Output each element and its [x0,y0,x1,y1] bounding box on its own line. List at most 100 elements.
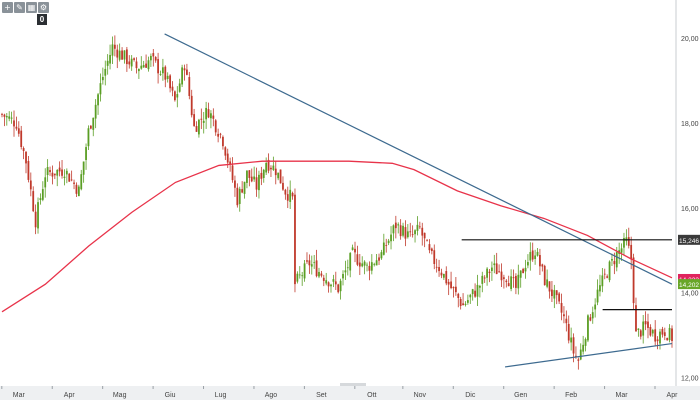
trendline [164,33,673,285]
candle-body [195,126,198,132]
x-tick-label: Dic [465,392,476,399]
candle-body [579,349,582,360]
candle-body [582,344,585,352]
candle-body [659,331,661,344]
candle-body [454,286,457,293]
candle-body [601,275,604,287]
candle-body [46,167,49,176]
settings-icon[interactable]: ⚙ [38,2,49,13]
candle-body [380,252,383,259]
candle-body [284,189,287,195]
candle-body [476,284,479,297]
candle-body [354,248,356,253]
candle-body [560,302,563,313]
candle-body [469,294,472,298]
candle-body [457,293,460,299]
candle-body [411,234,414,236]
trendline [504,342,673,368]
candle-body [109,54,111,64]
candle-body [178,83,181,92]
candle-body [543,265,546,286]
x-tick-label: Mar [13,392,26,399]
candle-body [207,109,210,118]
candle-body [623,238,625,248]
candle-body [428,244,431,251]
candle-body [282,182,284,190]
candle-body [205,107,208,120]
candle-body [486,268,488,278]
candle-body [356,254,359,265]
candle-body [421,227,424,236]
candle-body [409,231,412,233]
candle-body [87,128,90,147]
candle-body [272,165,275,170]
candle-body [274,168,277,176]
candle-body [53,173,56,176]
candle-body [368,265,371,271]
pencil-icon[interactable]: ✎ [14,2,25,13]
candle-body [94,104,97,119]
candle-body [298,274,301,276]
candle-body [656,339,659,342]
candle-body [378,257,380,261]
candle-body [587,315,589,341]
candle-body [123,50,126,60]
candle-body [3,114,6,117]
candle-body [493,263,496,266]
candle-body [193,114,196,126]
candle-body [260,172,263,179]
candle-body [121,50,123,60]
x-tick-label: Ago [265,392,278,399]
candle-body [37,202,39,229]
candle-body [236,187,239,206]
y-tick-label: 20,00 [681,36,699,43]
candle-body [502,277,505,279]
grid-icon[interactable]: ▦ [26,2,37,13]
candle-body [478,285,481,288]
candle-body [277,172,280,179]
x-tick-label: Gen [514,392,527,399]
candle-body [262,169,265,178]
candle-body [246,170,248,183]
candle-body [529,252,532,261]
candle-body [546,279,549,287]
candle-body [159,74,162,75]
candle-body [101,76,104,81]
candle-body [387,240,390,244]
candle-body [358,262,361,267]
candle-body [118,50,121,60]
candle-body [306,260,308,262]
candle-body [539,255,541,267]
candle-body [666,337,669,341]
candle-body [490,267,493,271]
candle-body [217,133,220,137]
candle-body [25,151,27,164]
candle-body [527,262,529,266]
candle-body [322,277,325,281]
candle-body [70,179,73,181]
candle-body [183,68,186,71]
candle-body [125,49,128,65]
candle-body [462,303,464,306]
candle-body [553,290,556,299]
candle-body [111,44,114,56]
candle-body [174,91,176,101]
candle-body [394,222,397,229]
x-tick-label: Feb [565,392,577,399]
candle-body [505,280,508,283]
candle-body [73,182,75,184]
candle-body [414,230,416,235]
add-icon[interactable]: + [2,2,13,13]
price-tag-label: 15,246 [679,238,699,245]
candle-body [613,261,616,265]
candle-body [8,116,11,119]
candle-body [440,272,443,276]
candle-body [435,266,438,268]
candle-body [318,271,320,277]
candle-body [572,337,575,354]
x-tick-label: Lug [215,392,227,399]
candle-body [104,68,107,76]
candle-body [190,95,193,116]
